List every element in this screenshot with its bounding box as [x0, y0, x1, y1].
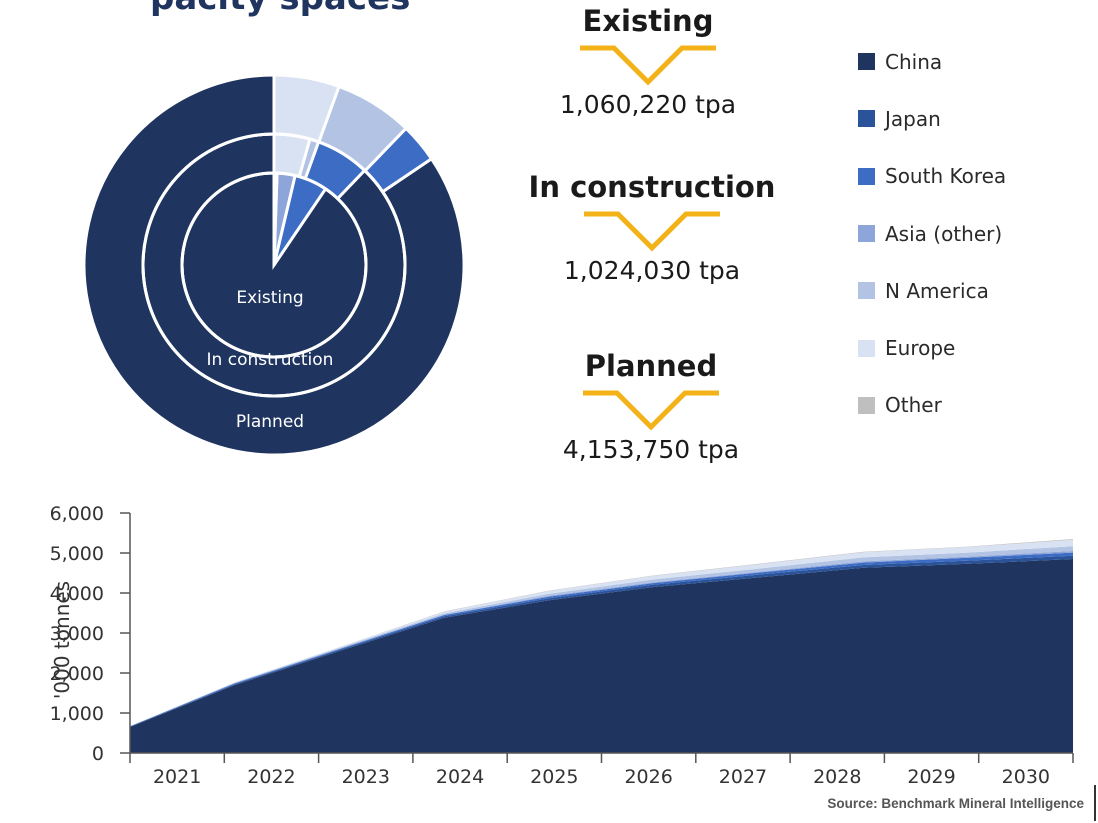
ring-label: Existing	[236, 288, 303, 308]
status-in-construction: In construction 1,024,030 tpa	[492, 170, 812, 285]
y-tick-label: 0	[92, 743, 104, 765]
ring-label: In construction	[207, 350, 334, 370]
y-tick-label: 2,000	[50, 663, 104, 685]
legend-swatch	[858, 110, 875, 128]
legend-swatch	[858, 396, 875, 414]
y-tick-label: 6,000	[50, 503, 104, 525]
page-title: pacity spaces	[150, 0, 410, 18]
status-label: In construction	[528, 170, 776, 204]
legend-swatch	[858, 339, 875, 357]
status-value: 4,153,750 tpa	[562, 435, 740, 464]
legend-item-asia-other: Asia (other)	[858, 205, 1006, 262]
ring-label: Planned	[236, 412, 304, 432]
x-tick-label: 2021	[153, 766, 201, 788]
legend-swatch	[858, 167, 875, 185]
x-tick-label: 2024	[436, 766, 484, 788]
legend-item-n-america: N America	[858, 262, 1006, 319]
legend-label: China	[885, 49, 943, 74]
legend-label: Europe	[885, 336, 956, 361]
legend-item-europe: Europe	[858, 319, 1006, 376]
donut-chart: Existing In construction Planned	[82, 73, 466, 457]
status-label: Planned	[584, 349, 718, 383]
x-tick-label: 2029	[907, 766, 955, 788]
chevron-down-icon	[580, 45, 716, 86]
x-tick-label: 2027	[719, 766, 767, 788]
legend-item-other: Other	[858, 377, 1006, 434]
ring-divider	[180, 171, 368, 359]
status-label: Existing	[582, 4, 714, 38]
legend-label: South Korea	[885, 164, 1007, 189]
source-divider	[1094, 785, 1096, 821]
legend-label: N America	[885, 278, 989, 303]
legend-item-china: China	[858, 33, 1006, 90]
chevron-down-icon	[584, 211, 720, 252]
area-chart: 0 1,000 2,000 3,000 4,000 5,000 6,000 2021 2022 2…	[50, 503, 1074, 788]
legend-label: Japan	[885, 106, 941, 131]
x-tick-label: 2022	[247, 766, 295, 788]
y-tick-label: 1,000	[50, 703, 104, 725]
chevron-down-icon	[583, 390, 719, 431]
legend-label: Asia (other)	[885, 221, 1003, 246]
legend-label: Other	[885, 393, 942, 418]
x-tick-label: 2025	[530, 766, 578, 788]
legend-item-japan: Japan	[858, 90, 1006, 147]
status-planned: Planned 4,153,750 tpa	[491, 349, 811, 464]
x-tick-label: 2030	[1002, 766, 1050, 788]
legend: China Japan South Korea Asia (other) N A…	[858, 33, 1006, 434]
y-tick-label: 3,000	[50, 623, 104, 645]
x-tick-label: 2023	[342, 766, 390, 788]
source-note: Source: Benchmark Mineral Intelligence	[827, 796, 1084, 811]
status-existing: Existing 1,060,220 tpa	[488, 4, 808, 119]
x-tick-label: 2028	[813, 766, 861, 788]
x-tick-label: 2026	[624, 766, 672, 788]
legend-swatch	[858, 225, 875, 243]
status-value: 1,060,220 tpa	[559, 90, 737, 119]
ring-divider	[141, 132, 407, 398]
legend-swatch	[858, 53, 875, 71]
area-series-china	[130, 559, 1073, 753]
y-tick-label: 4,000	[50, 583, 104, 605]
legend-item-south-korea: South Korea	[858, 148, 1006, 205]
legend-swatch	[858, 282, 875, 300]
y-tick-label: 5,000	[50, 543, 104, 565]
status-value: 1,024,030 tpa	[563, 256, 741, 285]
